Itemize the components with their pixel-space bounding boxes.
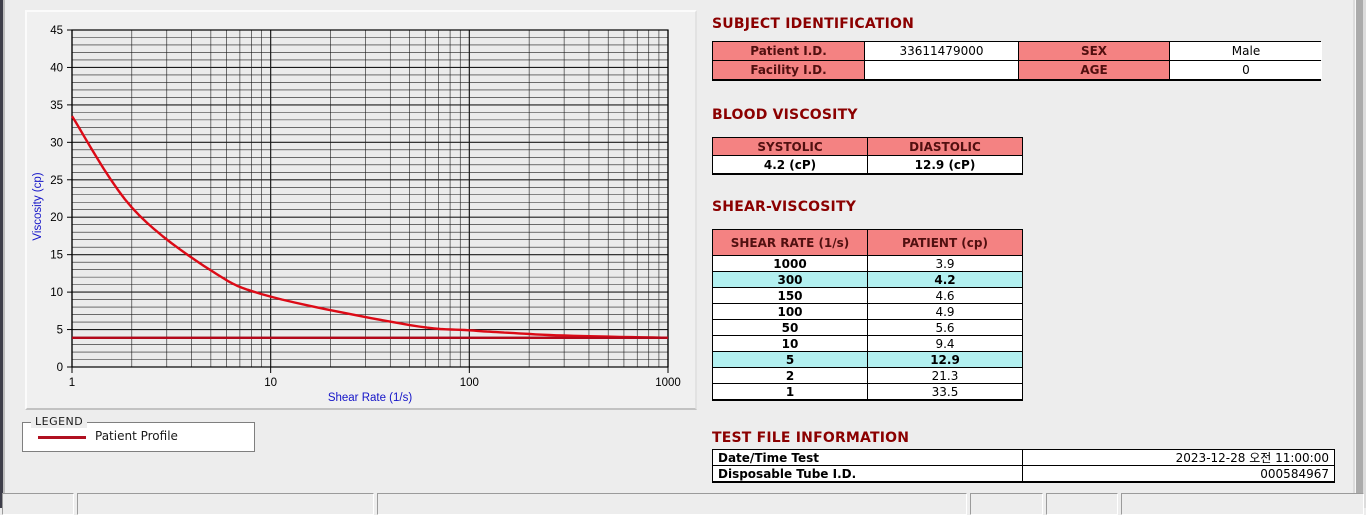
status-segment bbox=[2, 493, 74, 515]
svg-text:10: 10 bbox=[264, 377, 277, 389]
svg-text:Viscosity (cp): Viscosity (cp) bbox=[32, 172, 44, 240]
subject-identification-title: SUBJECT IDENTIFICATION bbox=[712, 16, 915, 32]
subject-value-cell bbox=[865, 61, 1018, 79]
status-segment bbox=[970, 493, 1043, 515]
shear-viscosity-title: SHEAR-VISCOSITY bbox=[712, 199, 857, 215]
blood-viscosity-table: SYSTOLIC DIASTOLIC 4.2 (cP) 12.9 (cP) bbox=[712, 137, 1023, 175]
svg-text:1: 1 bbox=[69, 377, 75, 389]
svg-text:15: 15 bbox=[50, 250, 63, 262]
report-column: SUBJECT IDENTIFICATION Patient I.D. 33611… bbox=[712, 0, 1360, 508]
subject-identification-table: Patient I.D. 33611479000 SEX Male Facility I… bbox=[712, 41, 1322, 81]
patient-profile-curve bbox=[70, 115, 669, 339]
shear-rate-cell: 2 bbox=[713, 368, 867, 383]
shear-rate-cell: 5 bbox=[713, 352, 867, 367]
blood-viscosity-header-cell: DIASTOLIC bbox=[868, 138, 1022, 155]
window-right-border-inner bbox=[1355, 0, 1363, 508]
subject-label-cell: Facility I.D. bbox=[713, 61, 864, 79]
shear-rate-cell: 1000 bbox=[713, 256, 867, 271]
subject-value-cell: Male bbox=[1170, 42, 1322, 60]
patient-viscosity-cell: 5.6 bbox=[868, 320, 1022, 335]
patient-profile-line-swatch bbox=[38, 436, 86, 439]
test-info-label-cell: Date/Time Test bbox=[713, 450, 1022, 465]
svg-text:25: 25 bbox=[50, 175, 63, 187]
svg-text:30: 30 bbox=[50, 137, 63, 149]
blood-viscosity-title: BLOOD VISCOSITY bbox=[712, 107, 858, 123]
subject-label-cell: AGE bbox=[1019, 61, 1169, 79]
test-info-label-cell: Disposable Tube I.D. bbox=[713, 466, 1022, 481]
svg-text:35: 35 bbox=[50, 100, 63, 112]
svg-text:0: 0 bbox=[57, 362, 63, 374]
patient-viscosity-cell: 4.9 bbox=[868, 304, 1022, 319]
shear-rate-cell: 150 bbox=[713, 288, 867, 303]
shear-rate-cell: 50 bbox=[713, 320, 867, 335]
shear-viscosity-header-cell: PATIENT (cp) bbox=[868, 230, 1022, 255]
patient-viscosity-cell: 9.4 bbox=[868, 336, 1022, 351]
svg-text:10: 10 bbox=[50, 287, 63, 299]
status-bar bbox=[0, 493, 1366, 515]
patient-viscosity-cell: 33.5 bbox=[868, 384, 1022, 399]
shear-rate-cell: 100 bbox=[713, 304, 867, 319]
status-segment bbox=[77, 493, 374, 515]
patient-viscosity-cell: 4.2 bbox=[868, 272, 1022, 287]
test-file-information-table: Date/Time Test 2023-12-28 오전 11:00:00 Disp… bbox=[712, 449, 1335, 483]
test-info-value-cell: 2023-12-28 오전 11:00:00 bbox=[1023, 450, 1334, 465]
viscosity-chart-panel: 0 5 10 15 20 25 30 35 40 45 1 10 100 1000 Shear Rate (… bbox=[25, 10, 697, 410]
shear-rate-cell: 1 bbox=[713, 384, 867, 399]
status-segment bbox=[377, 493, 967, 515]
status-segment bbox=[1046, 493, 1118, 515]
subject-label-cell: Patient I.D. bbox=[713, 42, 864, 60]
window-left-border bbox=[0, 0, 3, 508]
patient-viscosity-cell: 3.9 bbox=[868, 256, 1022, 271]
window-right-border bbox=[1353, 0, 1366, 508]
patient-viscosity-cell: 12.9 bbox=[868, 352, 1022, 367]
chart-legend-box: LEGEND Patient Profile bbox=[22, 415, 255, 452]
test-file-information-title: TEST FILE INFORMATION bbox=[712, 430, 910, 446]
legend-entry-label: Patient Profile bbox=[95, 429, 178, 443]
svg-text:20: 20 bbox=[50, 212, 63, 224]
shear-viscosity-chart: 0 5 10 15 20 25 30 35 40 45 1 10 100 1000 Shear Rate (… bbox=[32, 25, 681, 404]
svg-text:45: 45 bbox=[50, 25, 63, 37]
svg-text:Shear Rate (1/s): Shear Rate (1/s) bbox=[328, 392, 413, 404]
shear-rate-cell: 300 bbox=[713, 272, 867, 287]
patient-viscosity-cell: 21.3 bbox=[868, 368, 1022, 383]
legend-title: LEGEND bbox=[31, 415, 88, 428]
shear-viscosity-header-cell: SHEAR RATE (1/s) bbox=[713, 230, 867, 255]
blood-viscosity-header-cell: SYSTOLIC bbox=[713, 138, 867, 155]
window-left-border-highlight bbox=[3, 0, 5, 508]
svg-text:100: 100 bbox=[460, 377, 479, 389]
status-segment bbox=[1121, 493, 1364, 515]
subject-value-cell: 33611479000 bbox=[865, 42, 1018, 60]
test-info-value-cell: 000584967 bbox=[1023, 466, 1334, 481]
svg-text:40: 40 bbox=[50, 62, 63, 74]
subject-label-cell: SEX bbox=[1019, 42, 1169, 60]
blood-viscosity-value-cell: 4.2 (cP) bbox=[713, 156, 867, 173]
blood-viscosity-value-cell: 12.9 (cP) bbox=[868, 156, 1022, 173]
shear-viscosity-table: SHEAR RATE (1/s) PATIENT (cp) 1000 3.9 300 4.… bbox=[712, 229, 1023, 401]
shear-rate-cell: 10 bbox=[713, 336, 867, 351]
svg-text:1000: 1000 bbox=[655, 377, 681, 389]
subject-value-cell: 0 bbox=[1170, 61, 1322, 79]
patient-viscosity-cell: 4.6 bbox=[868, 288, 1022, 303]
svg-text:5: 5 bbox=[57, 325, 63, 337]
